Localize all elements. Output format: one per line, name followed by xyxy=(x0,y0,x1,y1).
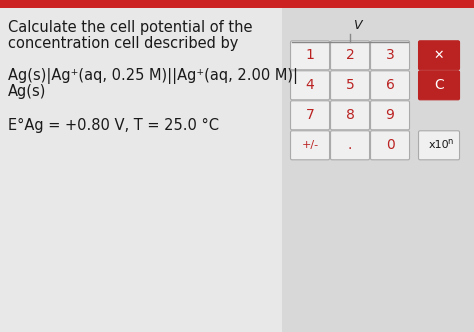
FancyBboxPatch shape xyxy=(371,71,410,100)
FancyBboxPatch shape xyxy=(419,41,459,70)
Text: Ag(s)|Ag⁺(aq, 0.25 M)||Ag⁺(aq, 2.00 M)|: Ag(s)|Ag⁺(aq, 0.25 M)||Ag⁺(aq, 2.00 M)| xyxy=(8,68,298,84)
Text: 6: 6 xyxy=(385,78,394,92)
Text: 2: 2 xyxy=(346,48,355,62)
Bar xyxy=(282,8,474,332)
Bar xyxy=(0,0,474,8)
FancyBboxPatch shape xyxy=(330,71,370,100)
Text: 1: 1 xyxy=(306,48,314,62)
FancyBboxPatch shape xyxy=(330,131,370,160)
Text: .: . xyxy=(348,138,352,152)
Text: concentration cell described by: concentration cell described by xyxy=(8,36,238,51)
Text: 0: 0 xyxy=(386,138,394,152)
Text: Ag(s): Ag(s) xyxy=(8,84,46,99)
Text: 3: 3 xyxy=(386,48,394,62)
Text: Calculate the cell potential of the: Calculate the cell potential of the xyxy=(8,20,253,35)
Text: 8: 8 xyxy=(346,108,355,122)
Text: V: V xyxy=(353,19,362,32)
FancyBboxPatch shape xyxy=(291,41,329,70)
FancyBboxPatch shape xyxy=(291,131,329,160)
FancyBboxPatch shape xyxy=(291,101,329,130)
Text: n: n xyxy=(447,137,453,146)
Text: x10: x10 xyxy=(428,140,449,150)
Text: 5: 5 xyxy=(346,78,355,92)
Text: ✕: ✕ xyxy=(434,49,444,62)
Text: 4: 4 xyxy=(306,78,314,92)
Bar xyxy=(0,8,282,332)
FancyBboxPatch shape xyxy=(371,101,410,130)
FancyBboxPatch shape xyxy=(419,131,459,160)
FancyBboxPatch shape xyxy=(371,131,410,160)
Text: 7: 7 xyxy=(306,108,314,122)
FancyBboxPatch shape xyxy=(419,71,459,100)
FancyBboxPatch shape xyxy=(291,71,329,100)
Text: E°Ag = +0.80 V, T = 25.0 °C: E°Ag = +0.80 V, T = 25.0 °C xyxy=(8,118,219,133)
Text: 9: 9 xyxy=(385,108,394,122)
FancyBboxPatch shape xyxy=(330,41,370,70)
Text: +/-: +/- xyxy=(301,140,319,150)
FancyBboxPatch shape xyxy=(371,41,410,70)
FancyBboxPatch shape xyxy=(330,101,370,130)
Text: C: C xyxy=(434,78,444,92)
